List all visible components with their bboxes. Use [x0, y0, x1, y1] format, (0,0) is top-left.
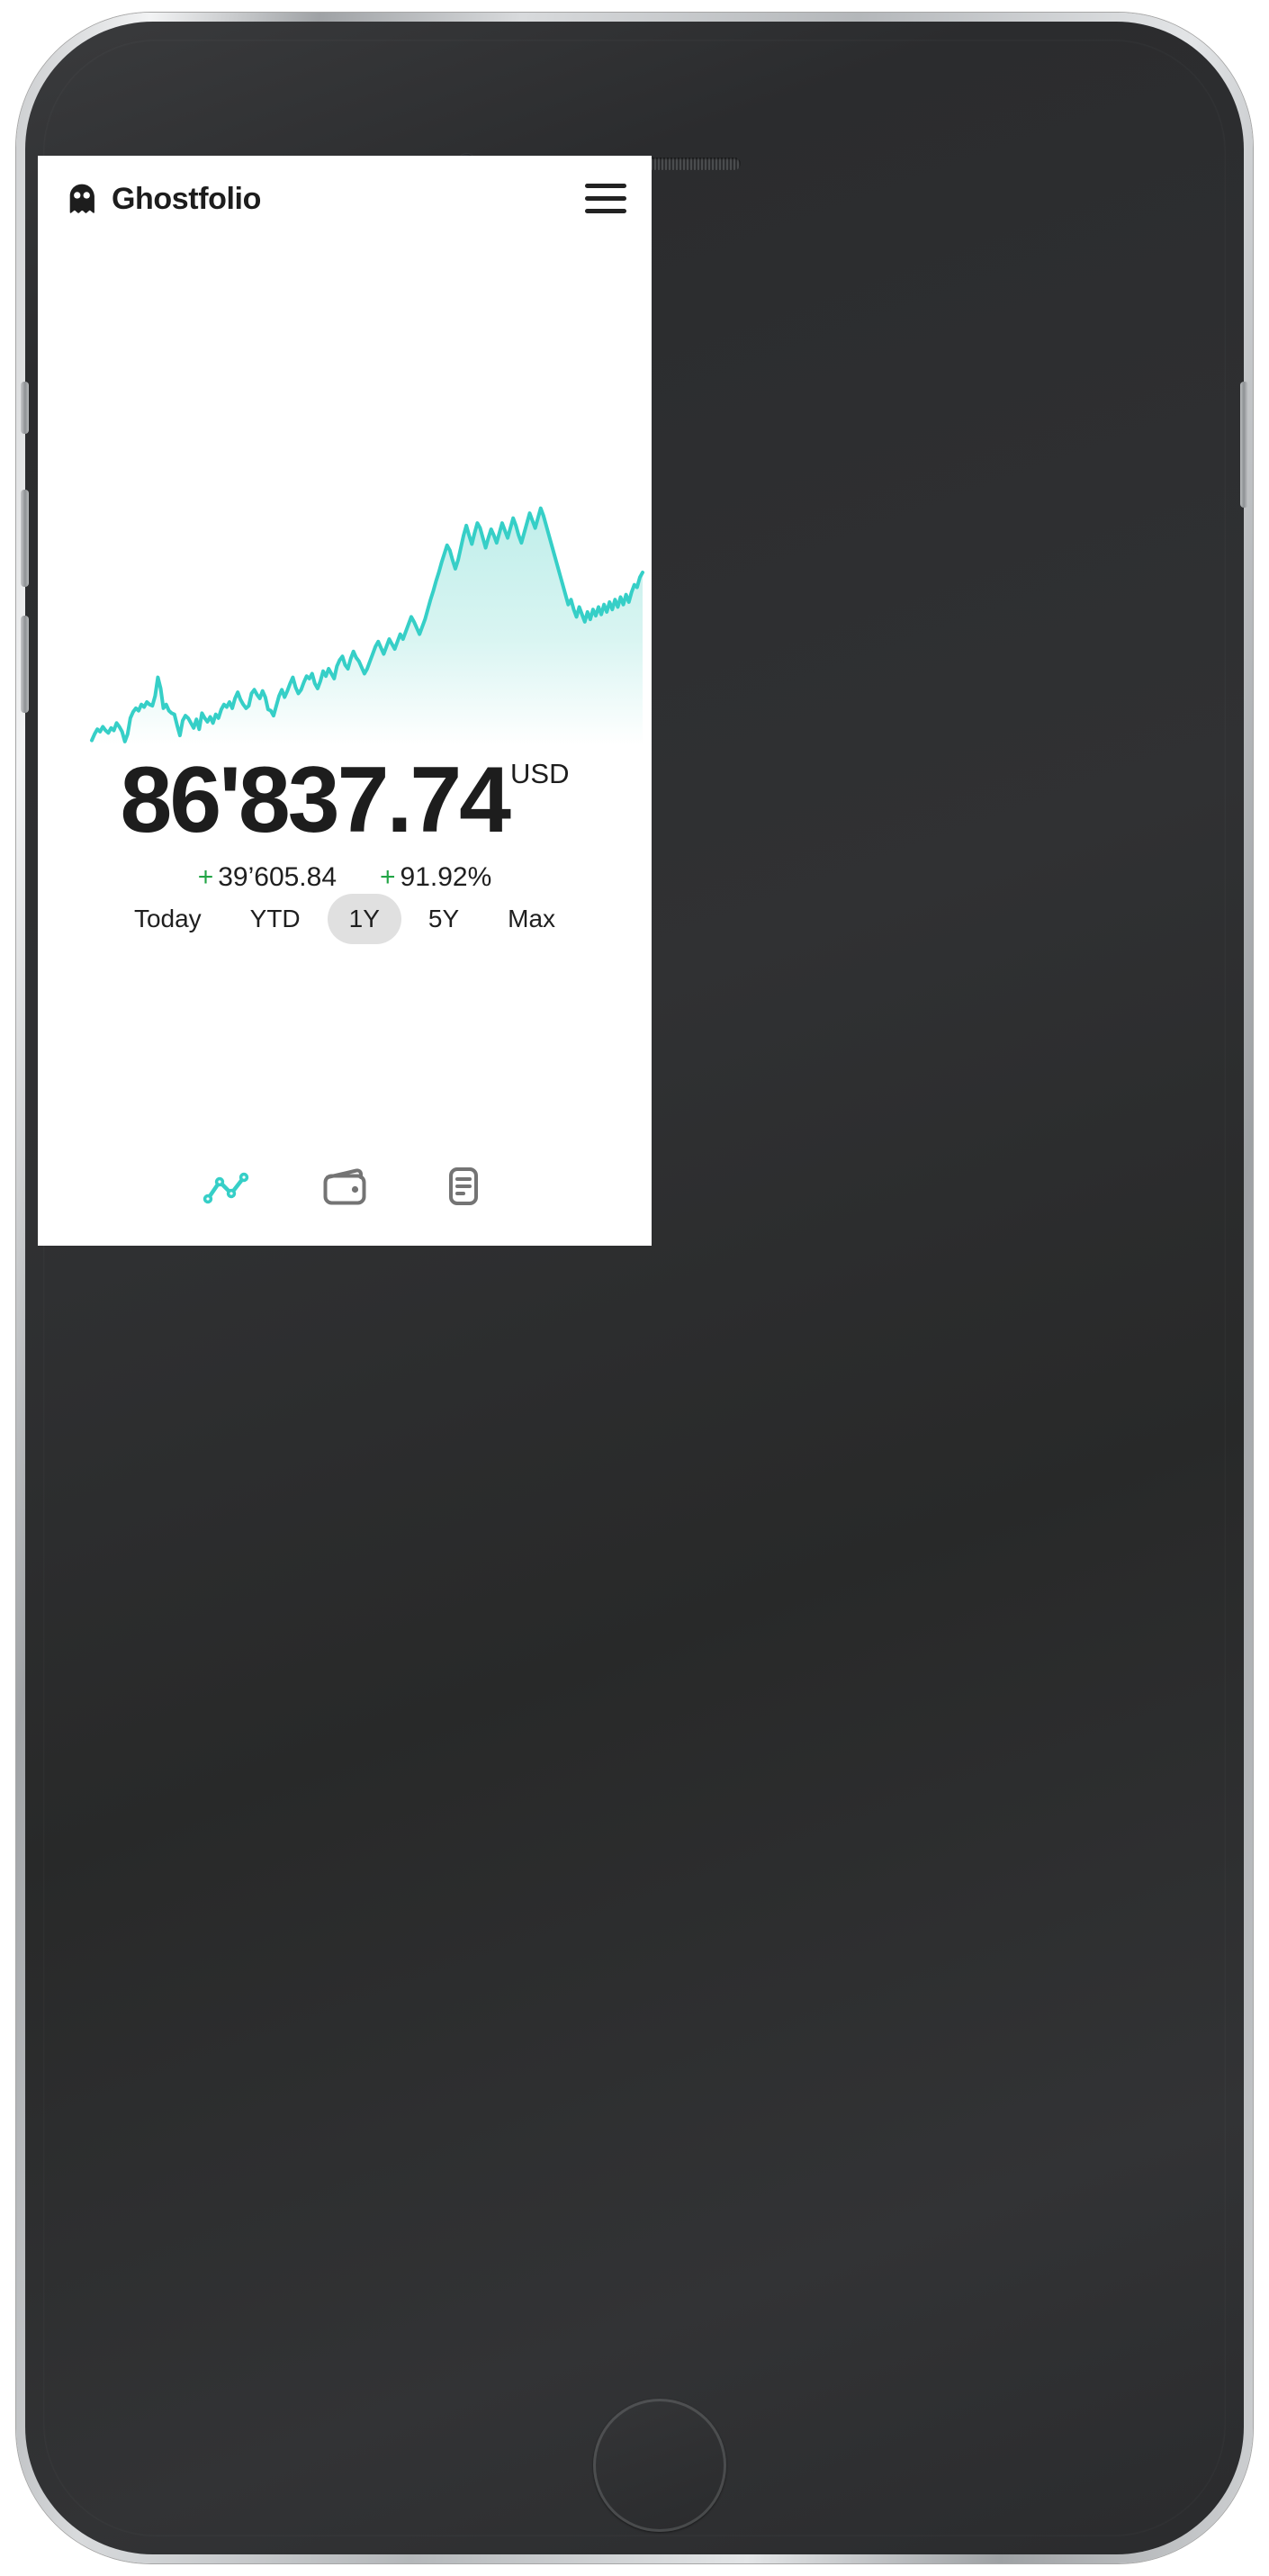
- portfolio-chart-svg: [90, 506, 644, 745]
- performance-percent-sign: +: [380, 861, 396, 892]
- portfolio-currency: USD: [510, 758, 570, 789]
- portfolio-performance-chart[interactable]: [38, 472, 652, 752]
- performance-absolute: +39’605.84: [198, 862, 337, 893]
- nav-item-portfolio[interactable]: [285, 1146, 404, 1229]
- line-chart-icon: [202, 1172, 249, 1204]
- nav-item-home[interactable]: [166, 1146, 285, 1229]
- portfolio-performance-row: +39’605.84 +91.92%: [38, 862, 652, 893]
- date-range-5y[interactable]: 5Y: [407, 894, 481, 944]
- performance-absolute-value: 39’605.84: [218, 861, 338, 892]
- volume-up-button[interactable]: [21, 490, 29, 587]
- portfolio-value-row: 86'837.74 USD: [120, 748, 570, 852]
- portfolio-value: 86'837.74: [120, 748, 512, 852]
- date-range-tabs: Today YTD 1Y 5Y Max: [38, 894, 652, 945]
- date-range-1y[interactable]: 1Y: [327, 894, 401, 945]
- menu-bar-3: [585, 209, 626, 213]
- nav-item-accounts[interactable]: [404, 1146, 523, 1229]
- hamburger-menu-icon[interactable]: [585, 181, 626, 217]
- menu-bar-2: [585, 196, 626, 201]
- app-header: Ghostfolio: [38, 156, 652, 241]
- ghostfolio-app: Ghostfolio: [38, 156, 652, 1246]
- performance-absolute-sign: +: [197, 861, 214, 892]
- chart-line: [90, 506, 644, 743]
- chart-area-fill: [92, 508, 643, 745]
- brand-logo-link[interactable]: Ghostfolio: [65, 182, 261, 216]
- date-range-max[interactable]: Max: [486, 894, 577, 944]
- wallet-icon: [323, 1168, 366, 1205]
- home-button-icon[interactable]: [593, 2399, 726, 2532]
- bottom-navigation: [38, 1129, 652, 1246]
- volume-down-button[interactable]: [21, 616, 29, 713]
- power-button[interactable]: [1240, 382, 1248, 508]
- brand-name: Ghostfolio: [112, 181, 261, 216]
- main-content: 86'837.74 USD +39’605.84 +91.92% Today Y…: [38, 241, 652, 1246]
- performance-percent: +91.92%: [380, 862, 491, 893]
- date-range-ytd[interactable]: YTD: [229, 894, 322, 944]
- performance-percent-value: 91.92%: [400, 861, 492, 892]
- menu-bar-1: [585, 184, 626, 188]
- phone-screen: Ghostfolio: [38, 156, 652, 1246]
- portfolio-value-block: 86'837.74 USD +39’605.84 +91.92%: [38, 748, 652, 893]
- document-icon: [449, 1167, 478, 1205]
- ghost-icon: [69, 184, 94, 213]
- silent-switch-button[interactable]: [21, 382, 29, 434]
- date-range-today[interactable]: Today: [112, 894, 223, 944]
